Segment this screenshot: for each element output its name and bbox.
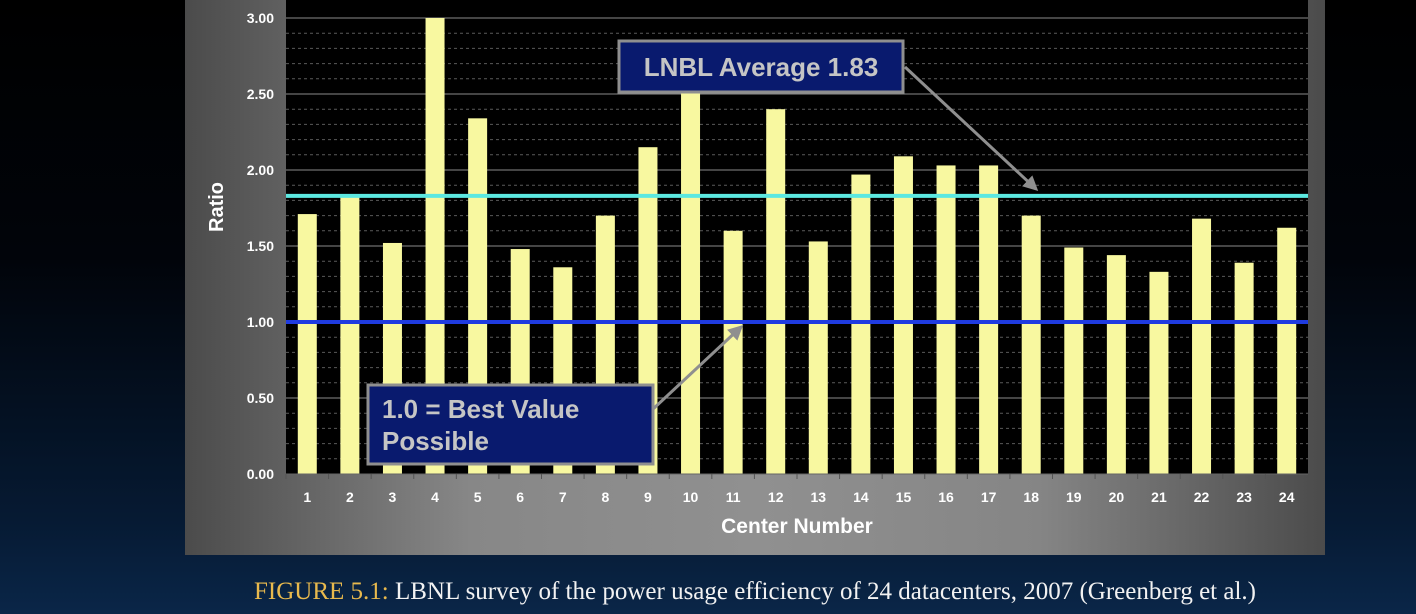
best-value-annotation: 1.0 = Best Value Possible [366, 383, 655, 466]
figure-label: FIGURE 5.1: [254, 578, 389, 605]
x-tick-label: 4 [431, 489, 439, 505]
bar-center-22 [1192, 218, 1212, 474]
y-tick-label: 0.00 [247, 466, 274, 482]
x-tick-label: 9 [644, 489, 652, 505]
best-value-annotation-line-2: Possible [382, 426, 489, 456]
average-annotation: LNBL Average 1.83 [617, 39, 905, 94]
figure-caption-text: LBNL survey of the power usage efficienc… [388, 578, 1256, 605]
bar-center-1 [297, 214, 317, 474]
x-tick-label: 6 [516, 489, 524, 505]
x-tick-label: 3 [389, 489, 397, 505]
bar-center-23 [1234, 262, 1254, 474]
figure-caption: FIGURE 5.1: LBNL survey of the power usa… [0, 578, 1416, 606]
x-tick-labels: 1 2 3 4 5 6 7 8 9 10 11 12 13 14 15 16 17 18 19 20 21 22 23 24 [285, 474, 1295, 505]
y-tick-label: 2.50 [247, 86, 274, 102]
bar-center-21 [1149, 271, 1169, 474]
x-tick-label: 21 [1151, 489, 1167, 505]
x-tick-label: 17 [981, 489, 997, 505]
bar-center-18 [1021, 215, 1041, 474]
x-tick-label: 11 [726, 489, 741, 505]
bar-center-17 [979, 165, 999, 474]
x-tick-label: 12 [768, 489, 784, 505]
bar-center-13 [808, 241, 828, 474]
x-tick-label: 8 [601, 489, 609, 505]
y-axis-label: Ratio [206, 182, 228, 232]
y-tick-label: 0.50 [247, 390, 274, 406]
bar-center-4 [425, 18, 445, 474]
average-annotation-arrow [903, 65, 1039, 192]
x-tick-label: 18 [1023, 489, 1039, 505]
bar-center-14 [851, 174, 871, 474]
x-tick-label: 20 [1109, 489, 1125, 505]
y-tick-label: 1.50 [247, 238, 274, 254]
best-value-annotation-text: 1.0 = Best Value Possible [382, 394, 587, 456]
y-tick-label: 3.00 [247, 10, 274, 26]
bar-center-10 [681, 86, 701, 475]
x-tick-label: 2 [346, 489, 354, 505]
y-tick-labels: 0.00 0.50 1.00 1.50 2.00 2.50 3.00 [247, 10, 274, 482]
x-axis-label: Center Number [721, 515, 873, 538]
average-annotation-text: LNBL Average 1.83 [644, 52, 879, 82]
bar-center-11 [723, 230, 743, 474]
x-tick-label: 19 [1066, 489, 1082, 505]
x-tick-label: 24 [1279, 489, 1295, 505]
x-tick-label: 14 [853, 489, 869, 505]
bar-center-16 [936, 165, 956, 474]
x-tick-label: 13 [811, 489, 827, 505]
x-tick-label: 7 [559, 489, 567, 505]
bar-center-12 [766, 109, 786, 474]
x-tick-label: 22 [1194, 489, 1210, 505]
y-tick-label: 1.00 [247, 314, 274, 330]
bar-center-20 [1106, 255, 1126, 474]
x-tick-label: 10 [683, 489, 699, 505]
bar-center-24 [1277, 227, 1297, 474]
bar-center-19 [1064, 247, 1084, 474]
bar-center-15 [893, 156, 913, 474]
x-tick-label: 1 [303, 489, 311, 505]
x-tick-label: 15 [896, 489, 912, 505]
x-tick-label: 16 [938, 489, 954, 505]
reference-lines [286, 193, 1308, 324]
chart-panel: 0.00 0.50 1.00 1.50 2.00 2.50 3.00 1 2 3 4 5 6 7 8 9 10… [185, 0, 1325, 555]
x-tick-label: 23 [1236, 489, 1252, 505]
y-tick-label: 2.00 [247, 162, 274, 178]
bar-center-2 [340, 194, 360, 474]
bar-chart: 0.000.501.001.502.002.503.00 1 2 3 4 5 6 7 8 9 10… [206, 0, 1308, 538]
best-value-annotation-line-1: 1.0 = Best Value [382, 394, 579, 424]
x-tick-label: 5 [474, 489, 482, 505]
best-value-annotation-arrow [650, 324, 744, 412]
